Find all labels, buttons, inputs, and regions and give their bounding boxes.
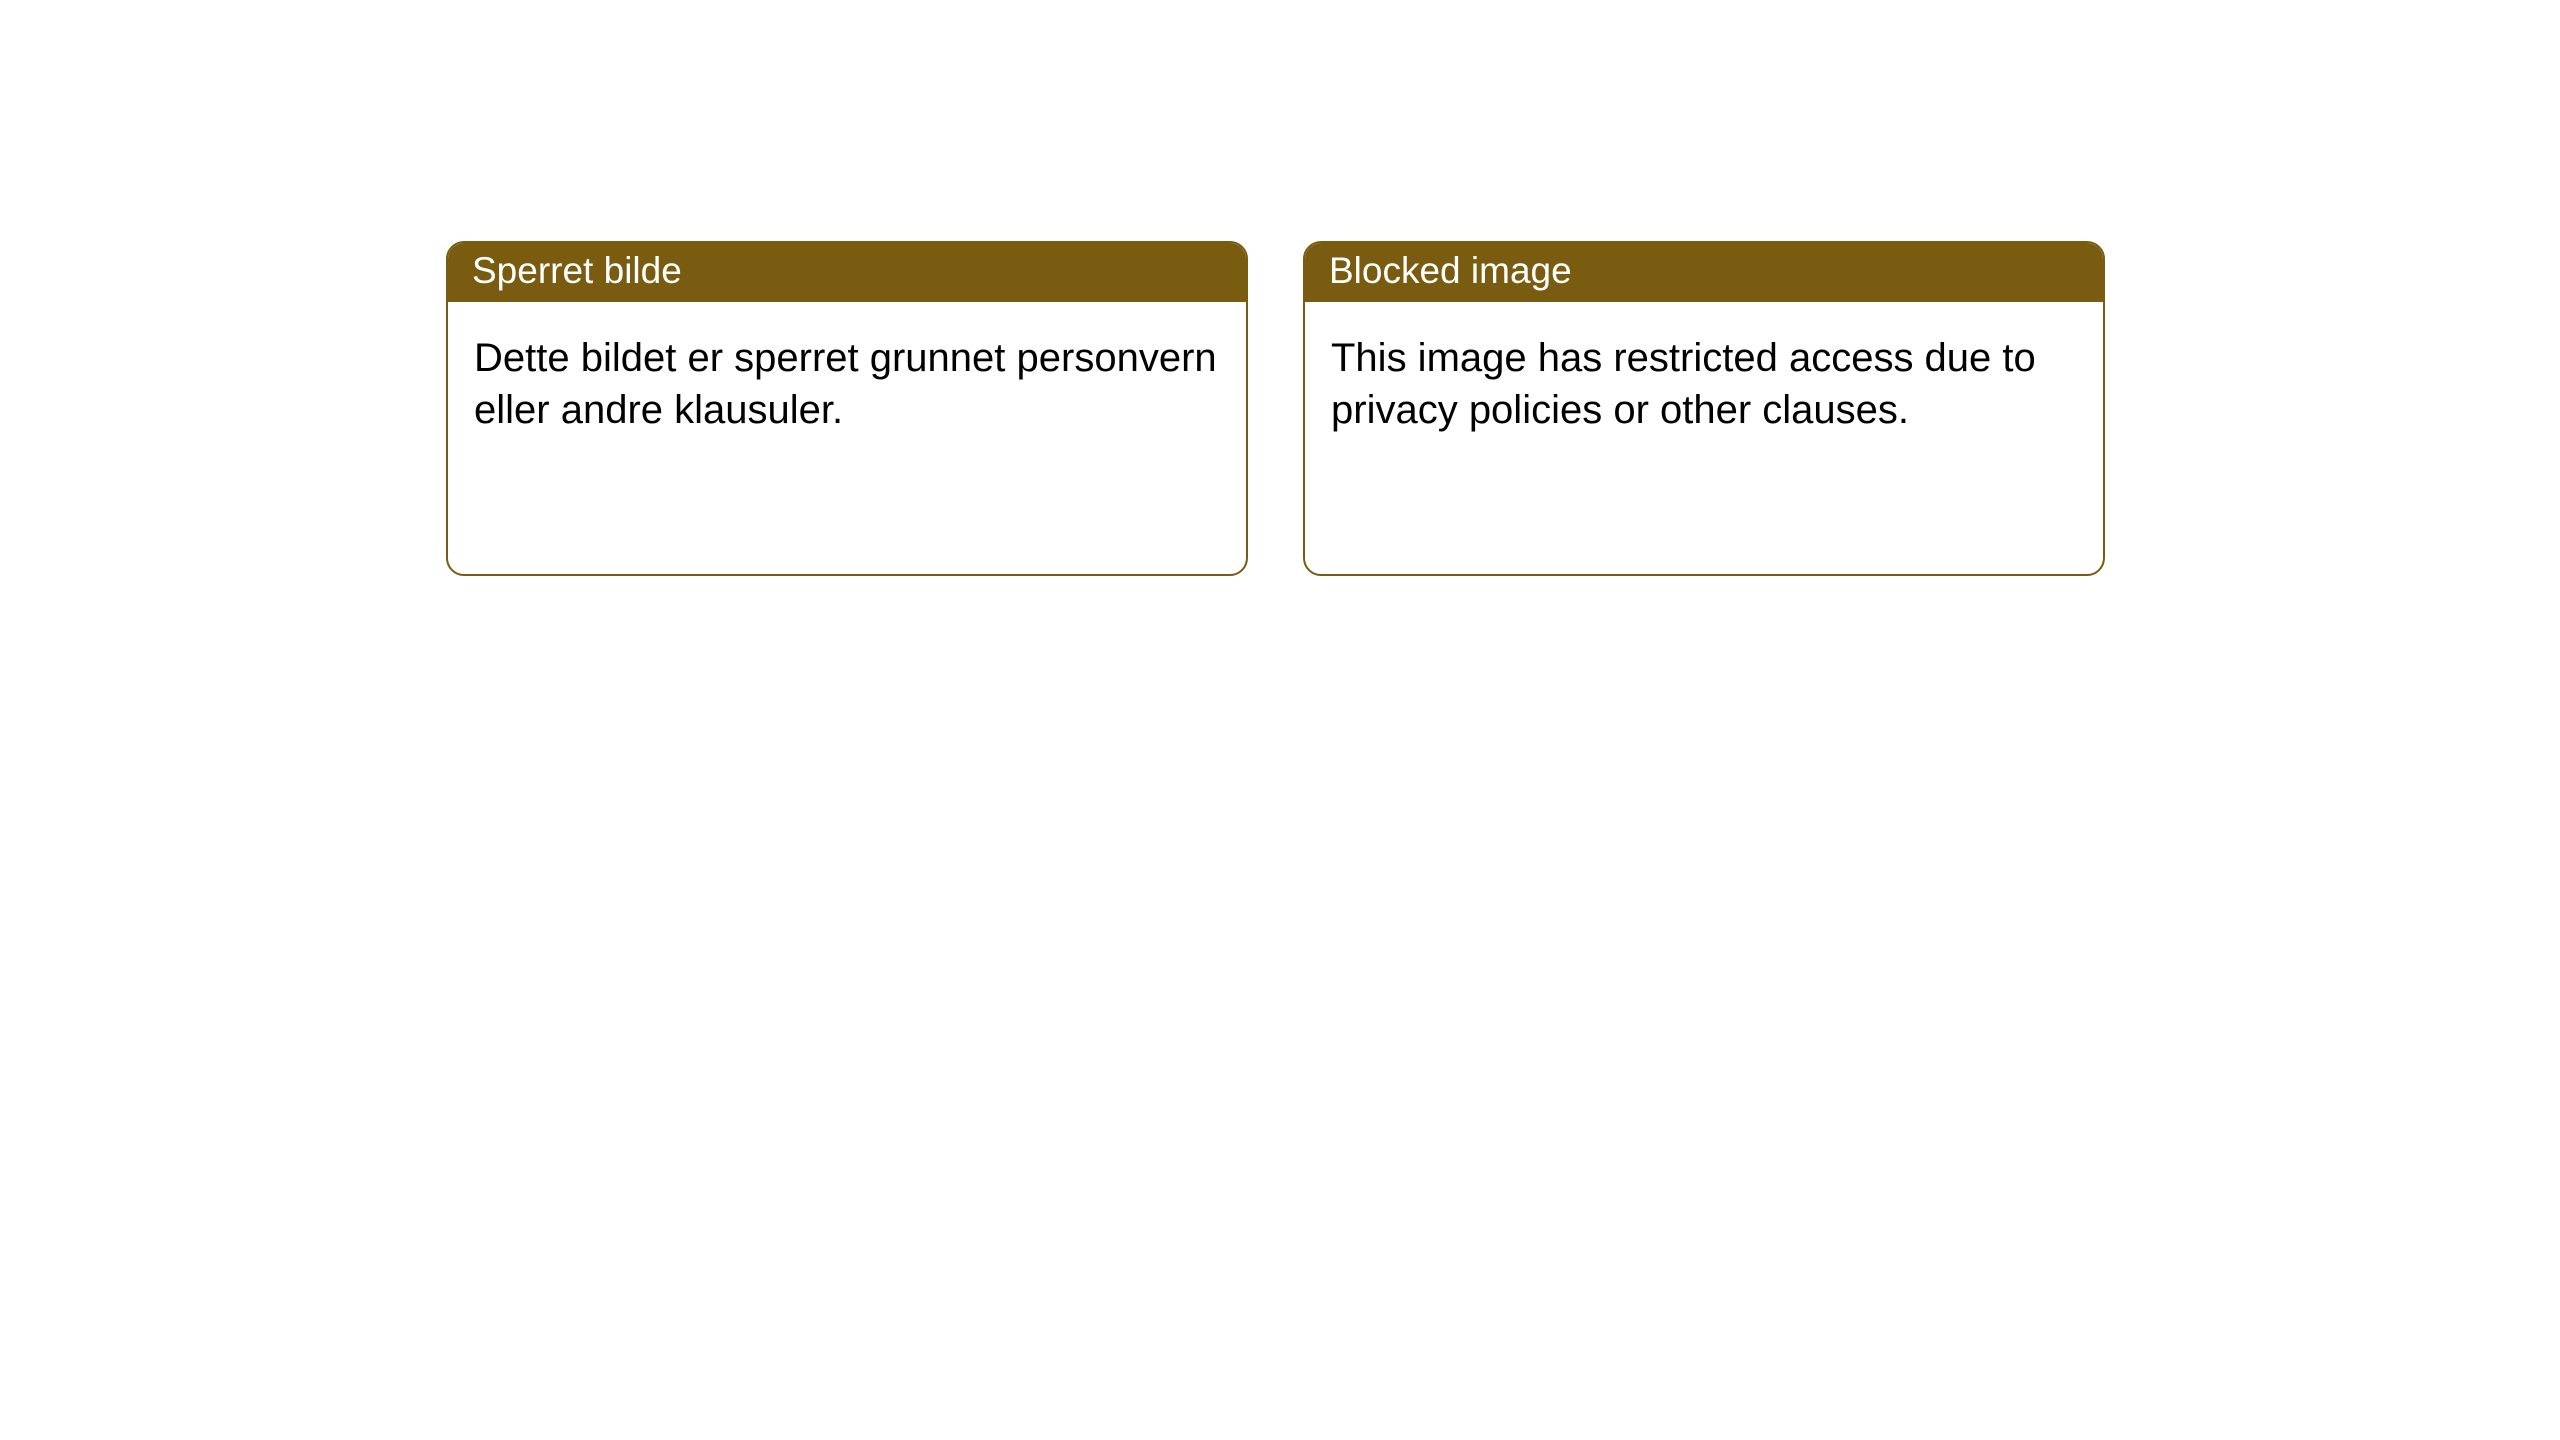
notice-body: This image has restricted access due to … — [1305, 302, 2103, 466]
notice-cards-container: Sperret bilde Dette bildet er sperret gr… — [0, 0, 2560, 576]
notice-header: Sperret bilde — [448, 243, 1246, 302]
notice-header: Blocked image — [1305, 243, 2103, 302]
notice-body: Dette bildet er sperret grunnet personve… — [448, 302, 1246, 466]
notice-card-english: Blocked image This image has restricted … — [1303, 241, 2105, 576]
notice-card-norwegian: Sperret bilde Dette bildet er sperret gr… — [446, 241, 1248, 576]
